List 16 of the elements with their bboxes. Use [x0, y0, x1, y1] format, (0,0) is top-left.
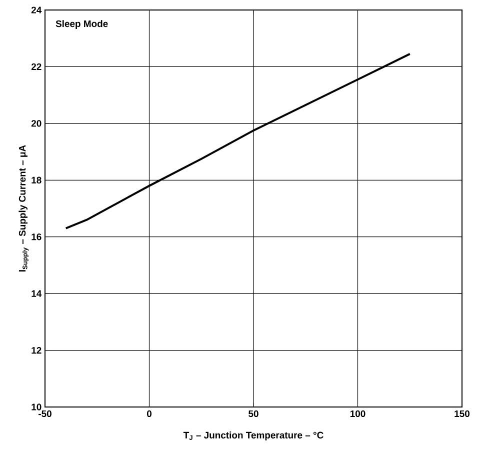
x-tick-label: 0: [146, 410, 152, 418]
y-tick-label: 20: [31, 120, 42, 127]
y-tick-label: 16: [32, 234, 42, 240]
x-tick-label: 50: [248, 410, 258, 418]
x-tick-label: -50: [38, 410, 52, 418]
x-tick-label: 100: [350, 410, 366, 418]
x-tick-label: 150: [454, 410, 470, 418]
y-tick-label: 14: [32, 290, 42, 297]
x-axis-title: T$_{J}$ – Junction Temperature – °C: [183, 432, 324, 440]
y-tick-label: 24: [31, 6, 42, 14]
y-tick-label: 22: [31, 63, 42, 70]
annotation: Sleep Mode: [56, 20, 108, 29]
y-axis-title: I$_{Supply}$ – Supply Current – μA: [18, 145, 29, 272]
y-tick-label: 18: [32, 176, 42, 184]
y-tick-label: 12: [32, 346, 42, 354]
y-tick-label: 10: [32, 404, 42, 410]
